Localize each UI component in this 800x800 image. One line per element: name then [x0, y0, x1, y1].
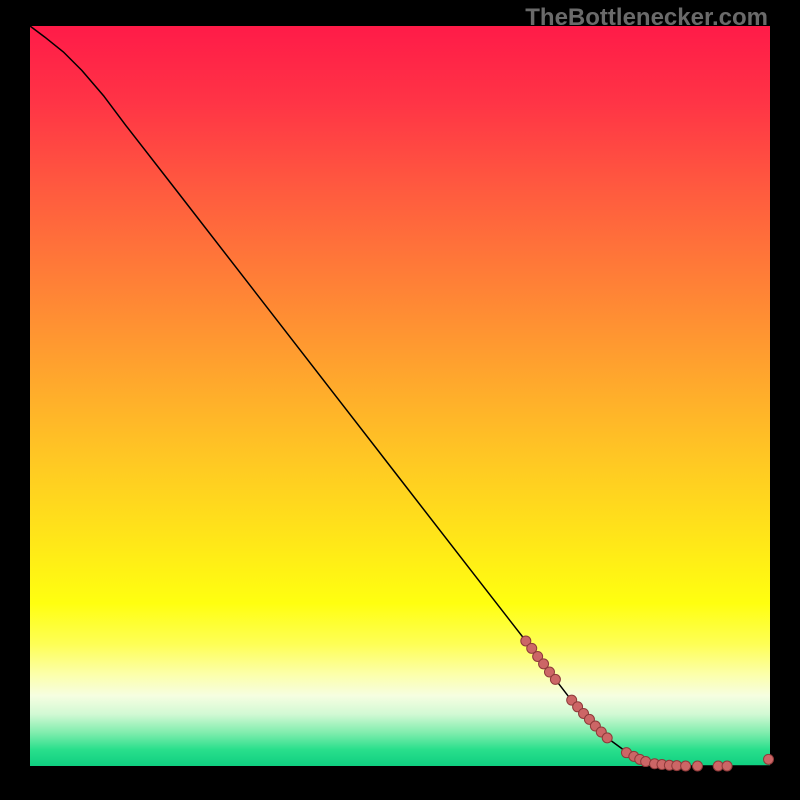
bottleneck-curve	[30, 26, 770, 766]
scatter-point	[602, 733, 612, 743]
scatter-markers	[521, 636, 774, 771]
scatter-point	[764, 754, 774, 764]
scatter-point	[681, 761, 691, 771]
scatter-point	[641, 757, 651, 767]
scatter-point	[692, 761, 702, 771]
chart-stage: TheBottlenecker.com	[0, 0, 800, 800]
scatter-point	[722, 761, 732, 771]
plot-area	[30, 26, 770, 766]
scatter-point	[550, 674, 560, 684]
chart-overlay-svg	[30, 26, 770, 766]
watermark-text: TheBottlenecker.com	[525, 4, 768, 32]
